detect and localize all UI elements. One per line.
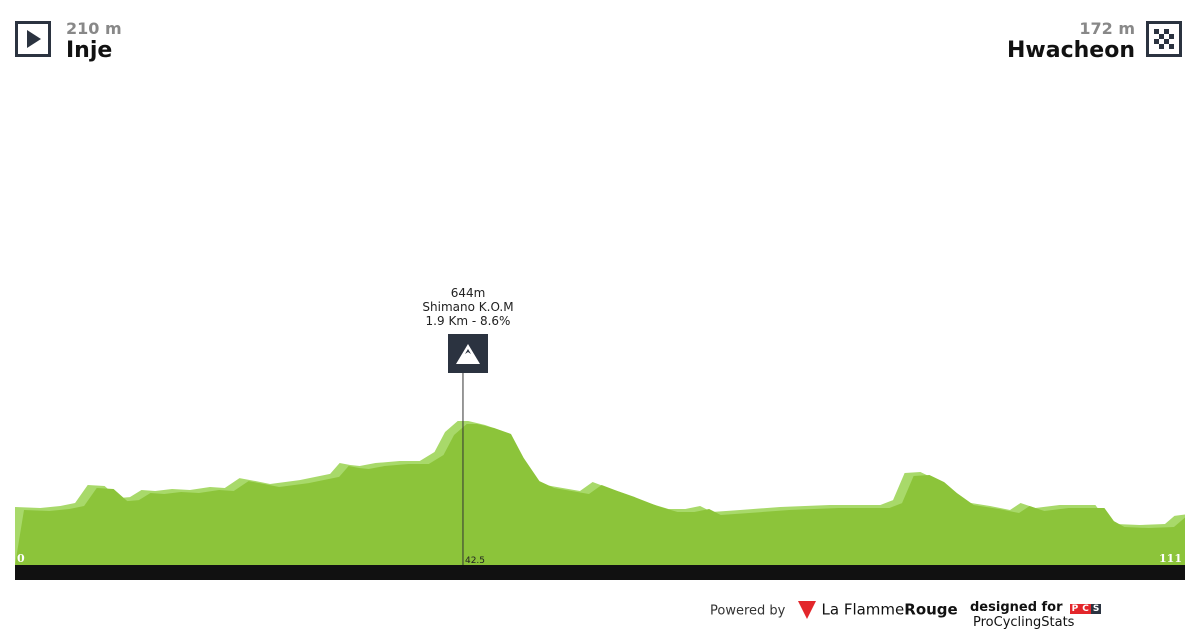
- finish-altitude: 172 m: [1079, 19, 1135, 38]
- base-bar: [15, 565, 1185, 580]
- mountain-icon: [448, 334, 488, 373]
- la-flamme-rouge-logo[interactable]: La FlammeRouge: [821, 600, 958, 619]
- footer-powered-by: Powered by La FlammeRouge: [710, 600, 958, 622]
- x-tick-end: 111: [1159, 552, 1182, 565]
- powered-by-label: Powered by: [710, 603, 786, 619]
- procyclingstats-link[interactable]: ProCyclingStats: [973, 615, 1075, 630]
- finish-city: Hwacheon: [1007, 38, 1135, 63]
- start-flag-icon: [15, 21, 51, 57]
- start-altitude: 210 m: [66, 19, 122, 38]
- kom-km-label: 42.5: [465, 556, 485, 566]
- designed-for-label: designed for: [970, 600, 1063, 615]
- la-flamme-rouge-logo-icon: [797, 601, 816, 619]
- checkered-flag-icon: [1146, 21, 1182, 57]
- start-city: Inje: [66, 38, 113, 63]
- kom-elevation: 644m: [450, 286, 486, 300]
- kom-name: Shimano K.O.M: [422, 300, 514, 314]
- kom-info: 644m Shimano K.O.M 1.9 Km - 8.6%: [368, 286, 568, 328]
- kom-detail: 1.9 Km - 8.6%: [425, 314, 511, 328]
- x-tick-start: 0: [17, 552, 25, 565]
- profile-area: [15, 424, 1185, 565]
